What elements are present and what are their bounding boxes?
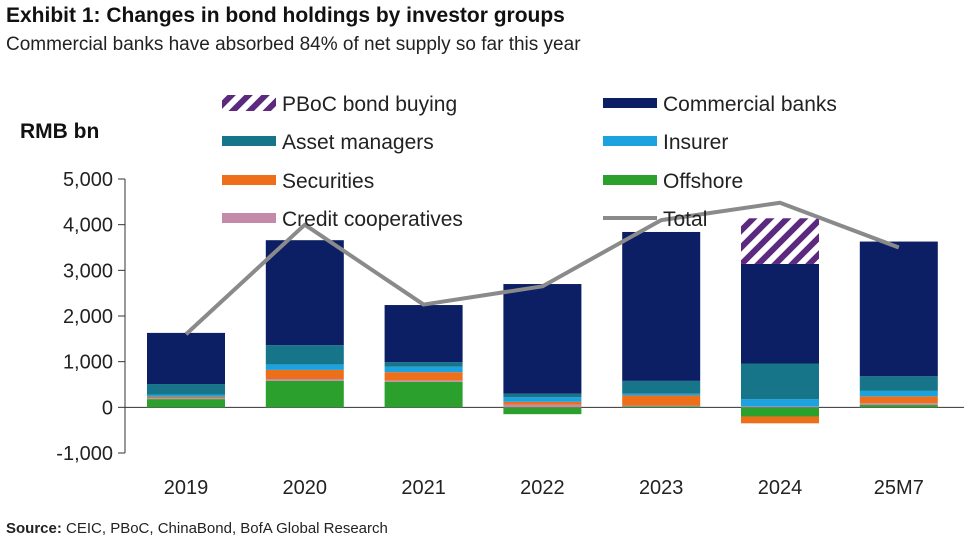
bar-commercial-banks: [859, 241, 938, 377]
legend-swatch-offshore: [603, 175, 657, 185]
bar-offshore: [503, 407, 582, 415]
bar-credit-cooperatives: [741, 406, 819, 408]
bar-asset-managers: [859, 376, 938, 391]
bar-asset-managers: [622, 380, 701, 394]
legend-label-securities: Securities: [282, 170, 374, 193]
y-tick-label: 2,000: [63, 306, 113, 328]
chart-title: Exhibit 1: Changes in bond holdings by i…: [6, 4, 565, 27]
legend-swatch-insurer: [603, 136, 657, 146]
legend-label-offshore: Offshore: [663, 170, 743, 193]
legend-label-total: Total: [663, 208, 707, 231]
bar-insurer: [265, 364, 344, 370]
bar-commercial-banks: [147, 332, 225, 385]
bar-commercial-banks: [622, 231, 701, 381]
y-axis-label: RMB bn: [20, 120, 99, 143]
source-text: CEIC, PBoC, ChinaBond, BofA Global Resea…: [66, 520, 388, 537]
legend-label-insurer: Insurer: [663, 131, 728, 154]
legend-swatch-securities: [222, 175, 276, 185]
bar-commercial-banks: [503, 284, 582, 394]
y-tick-label: 5,000: [63, 169, 113, 191]
y-tick-label: 4,000: [63, 215, 113, 237]
chart-subtitle: Commercial banks have absorbed 84% of ne…: [6, 34, 581, 55]
bar-securities: [503, 401, 582, 405]
bar-securities: [741, 416, 819, 424]
bar-securities: [859, 396, 938, 404]
bar-asset-managers: [503, 393, 582, 398]
source-note: Source: CEIC, PBoC, ChinaBond, BofA Glob…: [6, 520, 388, 537]
bar-insurer: [859, 390, 938, 397]
bar-securities: [622, 395, 701, 406]
bar-commercial-banks: [384, 305, 463, 363]
bar-credit-cooperatives: [859, 403, 938, 406]
legend-swatch-pboc-bond-buying: [222, 95, 276, 111]
y-tick-label: 0: [102, 397, 113, 419]
source-label: Source:: [6, 520, 62, 537]
bar-insurer: [503, 397, 582, 402]
x-tick-label: 2022: [520, 477, 565, 499]
y-tick-label: 1,000: [63, 352, 113, 374]
x-tick-label: 2021: [401, 477, 446, 499]
legend-swatch-asset-managers: [222, 136, 276, 146]
bar-insurer: [622, 393, 701, 396]
bar-credit-cooperatives: [265, 379, 344, 381]
legend-swatch-commercial-banks: [603, 98, 657, 108]
bar-securities: [384, 372, 463, 381]
bar-pboc-bond-buying: [741, 218, 819, 264]
bar-credit-cooperatives: [384, 380, 463, 382]
legend-label-asset-managers: Asset managers: [282, 131, 434, 154]
bar-offshore: [147, 399, 225, 408]
legend-swatch-credit-cooperatives: [222, 213, 276, 223]
x-tick-label: 2019: [164, 477, 209, 499]
x-tick-label: 2023: [639, 477, 684, 499]
bar-offshore: [859, 405, 938, 408]
x-tick-label: 25M7: [874, 477, 924, 499]
bar-credit-cooperatives: [622, 405, 701, 407]
bar-offshore: [384, 381, 463, 408]
bar-credit-cooperatives: [503, 404, 582, 408]
y-tick-label: 3,000: [63, 260, 113, 282]
y-tick-label: -1,000: [56, 443, 113, 465]
bar-offshore: [741, 407, 819, 417]
x-tick-label: 2020: [283, 477, 328, 499]
bar-asset-managers: [384, 362, 463, 367]
bar-offshore: [622, 406, 701, 408]
bar-securities: [265, 369, 344, 380]
bar-credit-cooperatives: [147, 398, 225, 400]
bar-asset-managers: [741, 363, 819, 400]
bar-insurer: [741, 399, 819, 407]
x-tick-label: 2024: [758, 477, 803, 499]
bar-asset-managers: [147, 384, 225, 395]
bar-insurer: [147, 394, 225, 397]
legend-label-credit-cooperatives: Credit cooperatives: [282, 208, 463, 231]
bar-insurer: [384, 366, 463, 373]
bar-commercial-banks: [265, 240, 344, 346]
bar-commercial-banks: [741, 263, 819, 364]
bar-securities: [147, 396, 225, 399]
legend-label-commercial-banks: Commercial banks: [663, 93, 837, 116]
bar-asset-managers: [265, 345, 344, 365]
legend-label-pboc-bond-buying: PBoC bond buying: [282, 93, 457, 116]
bar-offshore: [265, 380, 344, 408]
